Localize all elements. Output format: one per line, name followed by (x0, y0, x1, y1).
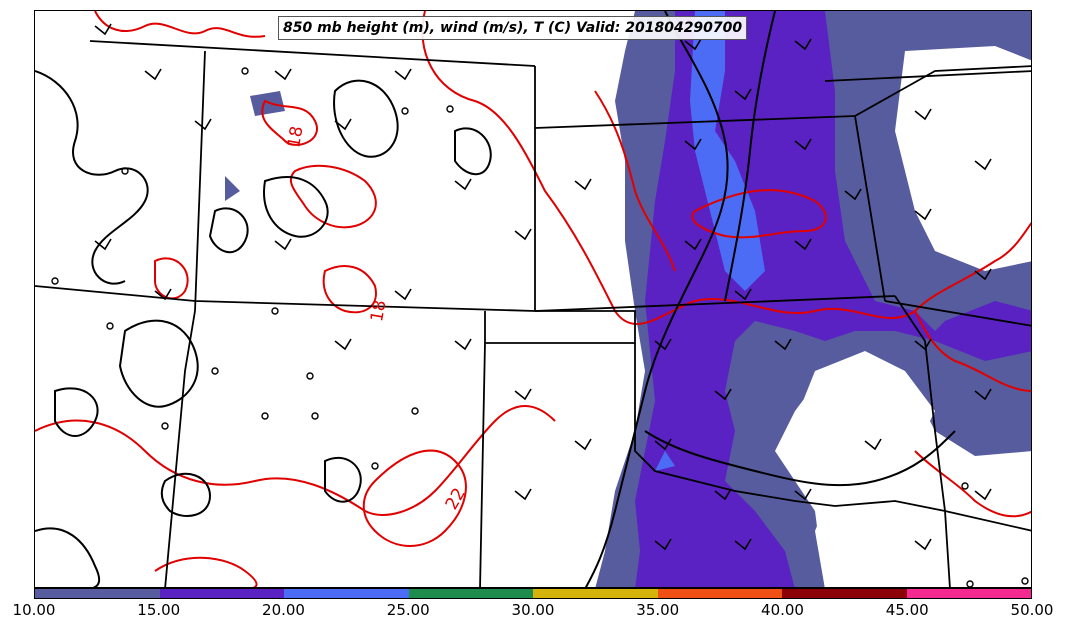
colorbar-segment (657, 589, 782, 598)
colorbar-tick-label: 30.00 (511, 601, 555, 619)
colorbar-segment (782, 589, 907, 598)
colorbar-segment (284, 589, 409, 598)
colorbar-tick-label: 10.00 (12, 601, 56, 619)
colorbar-tick-label: 45.00 (885, 601, 929, 619)
wind-speed-holes (795, 46, 1031, 587)
wind-barbs (94, 23, 992, 551)
wind-speed-colorbar (34, 588, 1032, 599)
colorbar-tick-label: 25.00 (386, 601, 430, 619)
colorbar-tick-label: 50.00 (1010, 601, 1054, 619)
temperature-contours (35, 11, 1031, 587)
colorbar-segment (159, 589, 284, 598)
colorbar-tick-labels: 10.00 15.00 20.00 25.00 30.00 35.00 40.00 45.00… (0, 601, 1065, 627)
map-panel: 850 mb height (m), wind (m/s), T (C) Val… (34, 10, 1032, 588)
colorbar-segment (408, 589, 533, 598)
height-contours (35, 11, 956, 587)
temperature-contour-label: 18 (367, 298, 391, 324)
colorbar-segment (35, 589, 160, 598)
colorbar-tick-label: 15.00 (137, 601, 181, 619)
colorbar-segment (533, 589, 658, 598)
colorbar-tick-label: 35.00 (636, 601, 680, 619)
colorbar-tick-label: 40.00 (761, 601, 804, 619)
colorbar-segment (906, 589, 1031, 598)
calm-wind-markers (51, 67, 1029, 587)
colorbar-tick-label: 20.00 (262, 601, 305, 619)
map-canvas (35, 11, 1031, 587)
temperature-contour-label: 18 (284, 124, 308, 150)
state-borders (35, 40, 1031, 587)
map-title: 850 mb height (m), wind (m/s), T (C) Val… (278, 16, 748, 40)
